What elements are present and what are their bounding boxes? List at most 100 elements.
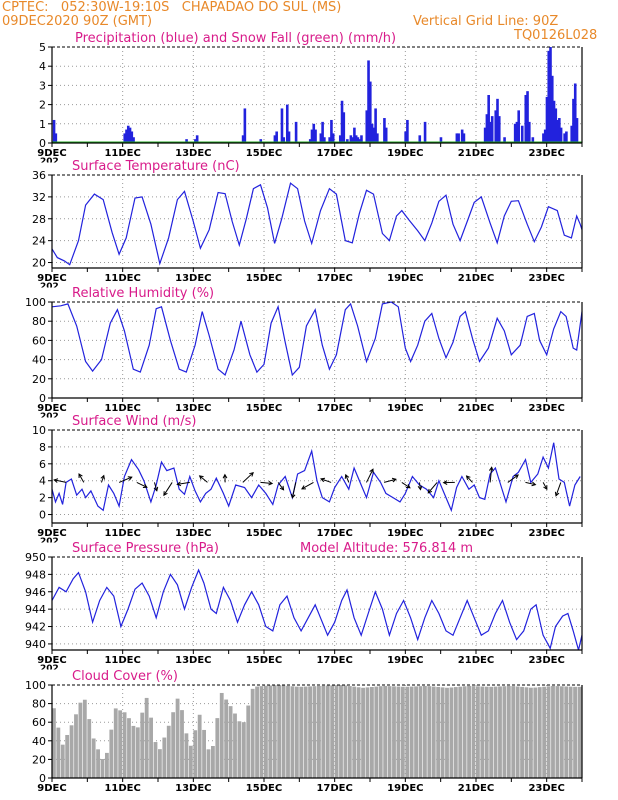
wind-arrow-shaft — [366, 469, 374, 483]
wind-arrow-shaft — [301, 481, 314, 490]
cloud-bar — [206, 749, 211, 778]
cloud-bar — [237, 721, 242, 778]
precip-bar — [372, 127, 376, 143]
precipitation-xtick-label: 19DEC — [387, 148, 423, 159]
precip-bar — [462, 133, 466, 143]
precip-bar — [319, 133, 323, 143]
wind-arrow-head — [153, 486, 159, 492]
temperature-xtick-label: 19DEC — [387, 273, 423, 284]
cloud-bar — [577, 686, 582, 778]
wind-arrow-shaft — [153, 482, 158, 491]
precip-bar — [573, 83, 577, 143]
wind-arrow-shaft — [320, 478, 332, 483]
precip-bar — [545, 96, 549, 143]
wind-xtick-label: 9DEC — [37, 528, 66, 539]
precip-bar — [282, 137, 286, 143]
humidity-xtick-label: 13DEC — [175, 403, 211, 414]
precip-bar — [558, 118, 561, 143]
header-line1: CPTEC: 052:30W-19:10S CHAPADAO DO SUL (M… — [2, 0, 342, 15]
precip-bar — [483, 127, 487, 143]
wind-arrow-head — [163, 491, 168, 497]
cloud-bar — [493, 686, 498, 778]
precipitation-xtick-label: 23DEC — [528, 148, 564, 159]
cloud-bar — [127, 718, 131, 778]
wind-arrow-head — [222, 473, 228, 479]
pressure-ytick-label: 944 — [25, 603, 46, 616]
precip-bar — [328, 137, 331, 143]
cloud-bar — [334, 685, 339, 778]
wind-arrow-head — [488, 466, 494, 472]
precipitation-ytick-label: 3 — [39, 79, 46, 92]
cloud-bar — [352, 686, 357, 778]
precip-bar — [559, 127, 563, 143]
precip-bar — [370, 123, 374, 143]
precip-bar — [130, 131, 134, 143]
header-grid-note: Vertical Grid Line: 90Z — [413, 14, 559, 29]
cloud-bar — [462, 686, 467, 778]
cloud-bar — [449, 687, 454, 778]
cloud-bar — [286, 685, 290, 778]
cloud-bar — [272, 685, 277, 778]
cloud-bar — [555, 686, 560, 778]
pressure-xtick-label: 11DEC — [104, 655, 140, 666]
precip-bar — [503, 137, 506, 143]
cloud-bar — [559, 686, 564, 778]
temperature-xtick-label: 15DEC — [246, 273, 282, 284]
wind-arrow-shaft — [118, 476, 132, 483]
wind-arrow-shaft — [199, 475, 208, 483]
cloud-bar — [197, 714, 202, 778]
precip-bar — [418, 135, 422, 143]
cloud-bar — [277, 685, 282, 778]
precip-bar — [556, 119, 559, 143]
wind-ytick-label: 8 — [39, 441, 46, 454]
precip-bar — [494, 110, 498, 143]
precip-bar — [554, 108, 558, 143]
temperature-year-label: 202 — [40, 282, 59, 292]
cloud-bar — [299, 686, 304, 778]
cloud-bar — [436, 686, 441, 778]
wind-ytick-label: 4 — [39, 475, 46, 488]
cloud-bar — [78, 702, 83, 778]
cloud-bar — [480, 686, 485, 778]
precip-bar — [384, 127, 388, 143]
precipitation-ytick-label: 5 — [39, 41, 46, 54]
cloud-cover-ytick-label: 40 — [32, 735, 46, 748]
cloud-bar — [476, 686, 480, 778]
precip-bar — [356, 137, 360, 143]
temperature-ytick-label: 32 — [32, 191, 46, 204]
wind-arrow-shaft — [427, 482, 438, 494]
cloud-bar — [69, 725, 74, 778]
precip-bar — [565, 131, 568, 143]
precip-bar — [194, 139, 197, 143]
wind-ytick-label: 6 — [39, 458, 46, 471]
cloud-bar — [568, 686, 573, 778]
humidity-year-label: 202 — [40, 412, 59, 422]
precip-bar — [241, 135, 245, 143]
cloud-bar — [74, 714, 78, 778]
wind-arrow-head — [531, 481, 537, 487]
wind-arrow-head — [554, 491, 560, 497]
pressure-line — [51, 568, 583, 651]
cloud-bar — [383, 685, 388, 778]
cloud-bar — [356, 687, 361, 778]
cloud-bar — [250, 688, 255, 778]
wind-xtick-label: 15DEC — [246, 528, 282, 539]
precip-bar — [310, 129, 314, 143]
cloud-bar — [56, 727, 61, 778]
precipitation-xtick-label: 21DEC — [458, 148, 494, 159]
header-date: 09DEC2020 90Z (GMT) — [2, 14, 153, 29]
cloud-bar — [294, 686, 299, 778]
cloud-bar — [339, 685, 343, 778]
cloud-bar — [396, 686, 401, 778]
cloud-cover-ytick-label: 80 — [32, 698, 46, 711]
precip-bar — [547, 50, 551, 144]
pressure-ytick-label: 942 — [25, 621, 46, 634]
precip-bar — [340, 100, 344, 143]
wind-arrow-head — [442, 480, 448, 485]
cloud-bar — [489, 686, 494, 778]
precip-bar — [542, 133, 545, 143]
cloud-bar — [96, 749, 100, 778]
precip-bar — [294, 121, 298, 143]
cloud-bar — [374, 686, 379, 778]
wind-arrow-head — [53, 478, 59, 483]
